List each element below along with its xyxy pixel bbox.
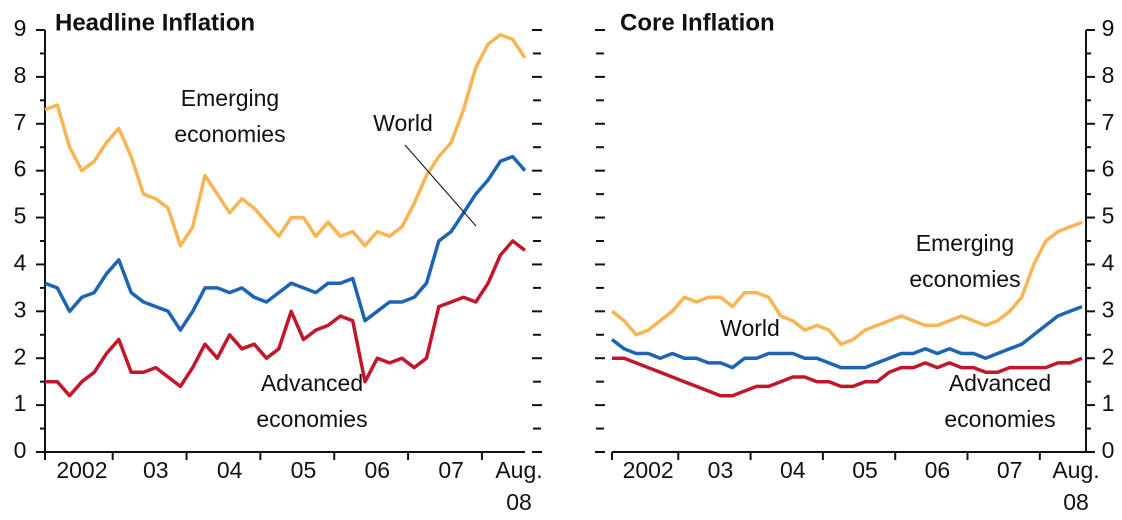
- annotation: Advanced: [949, 370, 1051, 396]
- annotation: economies: [174, 121, 285, 147]
- x-tick-label: 03: [708, 457, 734, 483]
- y-tick-label: 3: [14, 296, 27, 322]
- y-tick-label: 3: [1102, 296, 1115, 322]
- annotation: economies: [256, 406, 367, 432]
- x-tick-label: 03: [143, 457, 169, 483]
- x-tick-label-line: Aug.: [1052, 457, 1099, 483]
- y-tick-label: 6: [14, 156, 27, 182]
- x-tick-label: 06: [925, 457, 951, 483]
- series-line: [612, 356, 1083, 398]
- annotation: World: [720, 315, 780, 341]
- annotation: Emerging: [181, 85, 279, 111]
- y-tick-label: 1: [14, 390, 27, 416]
- chart-title: Core Inflation: [620, 9, 775, 36]
- x-tick-label: 07: [438, 457, 464, 483]
- chart-title: Headline Inflation: [55, 9, 255, 36]
- series-line: [610, 304, 1083, 370]
- y-tick-label: 8: [1102, 62, 1115, 88]
- x-tick-label: 04: [217, 457, 243, 483]
- y-tick-label: 5: [14, 203, 27, 229]
- y-tick-label: 1: [1102, 390, 1115, 416]
- y-tick-label: 9: [1102, 15, 1115, 41]
- y-tick-label: 8: [14, 62, 27, 88]
- annotation: Emerging: [916, 230, 1014, 256]
- series-line: [45, 239, 527, 398]
- annotation: Advanced: [261, 370, 363, 396]
- y-tick-label: 2: [14, 343, 27, 369]
- x-tick-label: Aug. 08: [495, 457, 542, 515]
- y-tick-label: 9: [14, 15, 27, 41]
- x-tick-label: 04: [780, 457, 806, 483]
- series-line: [610, 220, 1083, 346]
- x-tick-label: 07: [997, 457, 1023, 483]
- x-tick-label: 2002: [623, 457, 674, 483]
- y-tick-label: 2: [1102, 343, 1115, 369]
- y-tick-label: 7: [14, 109, 27, 135]
- annotation: economies: [944, 406, 1055, 432]
- annotation: World: [373, 110, 433, 136]
- x-tick-label-line: 08: [1063, 489, 1089, 515]
- y-tick-label: 5: [1102, 203, 1115, 229]
- x-tick-label: 05: [852, 457, 878, 483]
- y-tick-label: 4: [14, 250, 27, 276]
- x-tick-label: 2002: [56, 457, 107, 483]
- y-tick-label: 6: [1102, 156, 1115, 182]
- x-tick-label: 05: [291, 457, 317, 483]
- series-line: [44, 154, 527, 332]
- y-tick-label: 7: [1102, 109, 1115, 135]
- annotation: economies: [909, 266, 1020, 292]
- y-tick-label: 0: [14, 437, 27, 463]
- y-tick-label: 0: [1102, 437, 1115, 463]
- leader-line: [404, 144, 477, 227]
- y-tick-label: 4: [1102, 250, 1115, 276]
- x-tick-label: Aug. 08: [1052, 457, 1099, 515]
- x-tick-label-line: 08: [506, 489, 532, 515]
- x-tick-label-line: Aug.: [495, 457, 542, 483]
- x-tick-label: 06: [365, 457, 391, 483]
- series-line: [44, 32, 527, 248]
